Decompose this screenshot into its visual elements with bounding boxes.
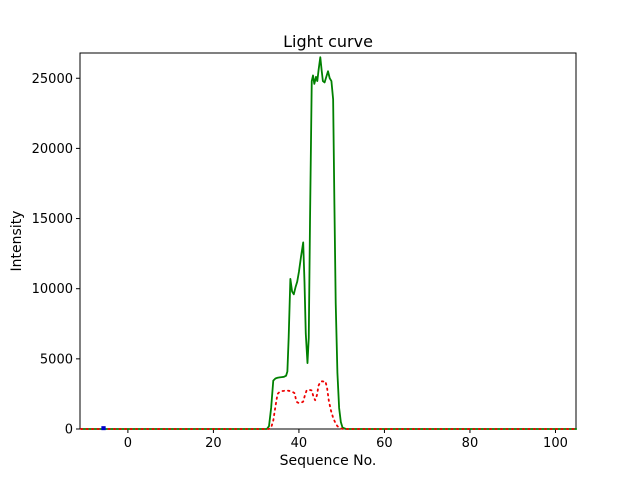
- x-tick-label: 40: [291, 436, 308, 451]
- y-tick-label: 15000: [32, 212, 73, 227]
- y-tick-label: 5000: [40, 352, 73, 367]
- y-tick-label: 25000: [32, 72, 73, 87]
- axes-frame: [79, 52, 577, 430]
- x-axis-label: Sequence No.: [279, 453, 377, 469]
- x-tick-label: 0: [124, 436, 132, 451]
- y-tick-label: 10000: [32, 282, 73, 297]
- chart-title: Light curve: [283, 32, 373, 51]
- y-tick-label: 20000: [32, 142, 73, 157]
- x-tick-label: 60: [376, 436, 393, 451]
- x-tick-label: 100: [543, 436, 568, 451]
- x-tick-label: 20: [205, 436, 222, 451]
- red-dotted-curve-line: [79, 380, 578, 430]
- x-tick-label: 80: [462, 436, 479, 451]
- y-tick-label: 0: [65, 423, 73, 438]
- green-curve-line: [80, 56, 577, 430]
